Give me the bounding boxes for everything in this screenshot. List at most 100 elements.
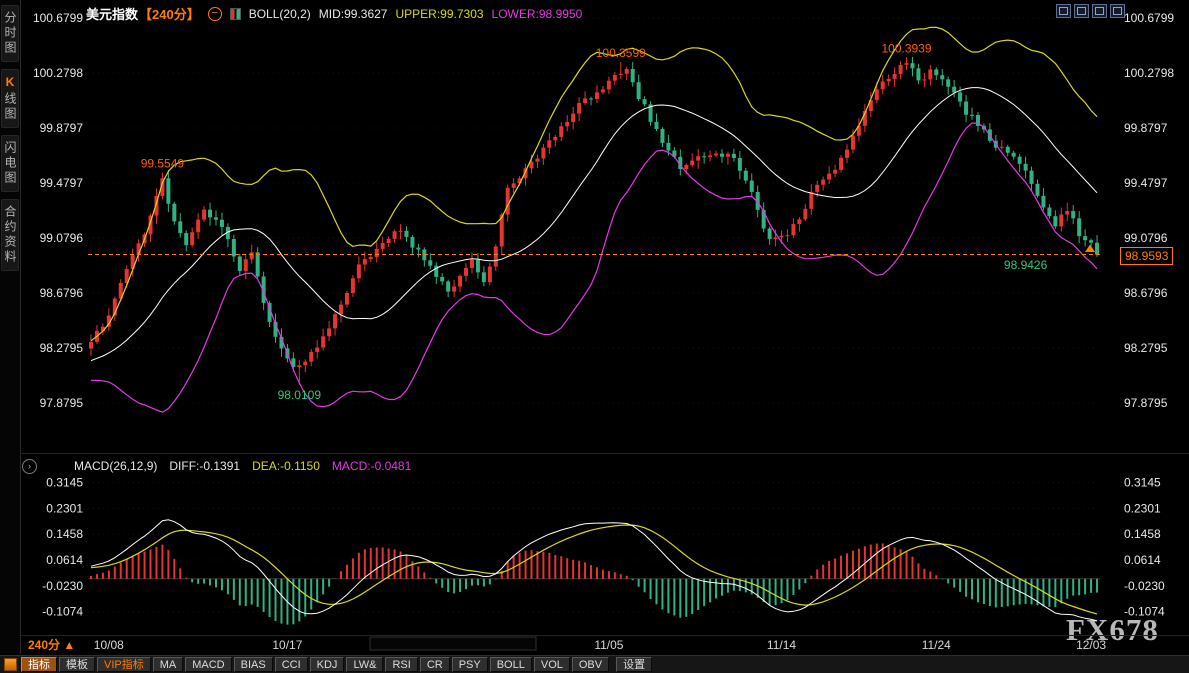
last-price-badge: 98.9593 bbox=[1120, 247, 1174, 265]
price-axis-label-right: 99.4797 bbox=[1124, 176, 1168, 190]
toolbar-rsi-button[interactable]: RSI bbox=[385, 657, 418, 672]
price-axis-label-left: 99.0796 bbox=[40, 231, 84, 245]
macd-macd-label: MACD:-0.0481 bbox=[331, 459, 412, 473]
macd-axis-label-right: 0.3145 bbox=[1124, 476, 1161, 490]
toolbar-bias-button[interactable]: BIAS bbox=[233, 657, 273, 672]
macd-axis-label-right: 0.1458 bbox=[1124, 527, 1161, 541]
time-tick-label: 10/17 bbox=[272, 638, 302, 652]
price-axis-label-right: 98.2795 bbox=[1124, 341, 1168, 355]
diff-line bbox=[90, 519, 1098, 622]
macd-grid: 0.3145 0.3145 0.2301 0.2301 0.1458 0.1458 0.06… bbox=[42, 476, 1165, 619]
price-axis-label-right: 100.6799 bbox=[1124, 11, 1174, 25]
price-annotation: 100.3599 bbox=[596, 46, 646, 60]
indicator-grid-icon[interactable] bbox=[4, 658, 17, 671]
window-layout-icon-1[interactable] bbox=[1056, 4, 1071, 18]
sidebar-item-label: 合约资料 bbox=[3, 205, 17, 265]
period-label: 【240分】 bbox=[139, 7, 200, 22]
boll-lower-line bbox=[90, 122, 1098, 413]
indicator-cycle-button[interactable]: › bbox=[22, 459, 37, 474]
toolbar-tab-template[interactable]: 模板 bbox=[59, 657, 95, 672]
time-tick-label: 11/14 bbox=[767, 638, 796, 652]
toolbar-tab-indicator[interactable]: 指标 bbox=[21, 657, 57, 672]
boll-params-label: BOLL(20,2) bbox=[248, 6, 311, 21]
price-grid: 100.6799 100.6799 100.2798 100.2798 99.8797 9… bbox=[33, 11, 1174, 410]
toolbar-vip-indicator-button[interactable]: VIP指标 bbox=[97, 657, 151, 672]
toolbar-lwr-button[interactable]: LW& bbox=[346, 657, 384, 672]
price-axis-label-left: 98.2795 bbox=[40, 341, 84, 355]
price-axis-label-left: 97.8795 bbox=[40, 396, 84, 410]
toolbar-obv-button[interactable]: OBV bbox=[571, 657, 610, 672]
price-axis-label-right: 99.8797 bbox=[1124, 121, 1168, 135]
toolbar-macd-button[interactable]: MACD bbox=[185, 657, 232, 672]
macd-axis-label-right: 0.0614 bbox=[1124, 553, 1161, 567]
price-axis-label-right: 99.0796 bbox=[1124, 231, 1168, 245]
price-axis-label-left: 100.2798 bbox=[33, 66, 83, 80]
bottom-toolbar: 指标 模板 VIP指标 MA MACD BIAS CCI KDJ LW& RSI… bbox=[0, 655, 1189, 673]
macd-dea-label: DEA:-0.1150 bbox=[252, 459, 320, 473]
sidebar-item-timeline-chart[interactable]: 分时图 bbox=[1, 5, 19, 62]
price-axis-label-left: 98.6796 bbox=[40, 286, 84, 300]
timeframe-label[interactable]: 240分 ▲ bbox=[28, 637, 75, 652]
chart-header: 美元指数 【240分】 − BOLL(20,2) MID:99.3627 UPP… bbox=[86, 4, 582, 23]
macd-plot bbox=[88, 519, 1100, 625]
price-annotation: 99.5549 bbox=[141, 157, 185, 171]
toolbar-vol-button[interactable]: VOL bbox=[533, 657, 570, 672]
macd-diff-label: DIFF:-0.1391 bbox=[169, 459, 241, 473]
price-plot bbox=[88, 26, 1100, 413]
macd-axis-label-left: 0.1458 bbox=[46, 527, 83, 541]
last-price-marker-icon bbox=[1085, 244, 1095, 252]
sidebar-item-label: 分时图 bbox=[3, 11, 17, 56]
sidebar-item-accent: K bbox=[3, 75, 17, 92]
scrollbar-thumb[interactable] bbox=[369, 636, 537, 651]
left-sidebar: 分时图 K线图 闪电图 合约资料 bbox=[0, 0, 20, 673]
window-layout-icon-3[interactable] bbox=[1092, 4, 1107, 18]
dea-line bbox=[90, 524, 1098, 615]
sidebar-item-kline-chart[interactable]: K线图 bbox=[1, 69, 19, 128]
zoom-out-icon[interactable]: − bbox=[207, 6, 222, 21]
time-tick-label: 10/08 bbox=[94, 638, 124, 652]
time-tick-label: 11/24 bbox=[922, 638, 951, 652]
time-axis: 240分 ▲ 10/08 10/17 11/05 11/14 11/24 12/03 bbox=[28, 636, 1106, 652]
sidebar-item-lightning-chart[interactable]: 闪电图 bbox=[1, 135, 19, 192]
macd-axis-label-left: 0.3145 bbox=[46, 476, 83, 490]
macd-axis-label-left: -0.1074 bbox=[42, 605, 83, 619]
macd-histogram bbox=[89, 543, 1099, 625]
boll-upper-label: UPPER:99.7303 bbox=[395, 6, 484, 21]
toolbar-cr-button[interactable]: CR bbox=[419, 657, 450, 672]
toolbar-kdj-button[interactable]: KDJ bbox=[309, 657, 345, 672]
boll-lower-label: LOWER:98.9950 bbox=[491, 6, 583, 21]
price-axis-label-left: 99.8797 bbox=[40, 121, 84, 135]
toolbar-cci-button[interactable]: CCI bbox=[274, 657, 308, 672]
price-axis-label-right: 98.6796 bbox=[1124, 286, 1168, 300]
indicator-icon bbox=[229, 7, 241, 20]
macd-axis-label-left: -0.0230 bbox=[42, 579, 83, 593]
macd-axis-label-right: -0.0230 bbox=[1124, 579, 1165, 593]
macd-axis-label-left: 0.2301 bbox=[46, 501, 83, 515]
window-controls bbox=[1056, 4, 1125, 18]
boll-mid-label: MID:99.3627 bbox=[318, 6, 388, 21]
time-tick-label: 11/05 bbox=[594, 638, 623, 652]
macd-params-label: MACD(26,12,9) bbox=[74, 459, 158, 473]
time-tick-label: 12/03 bbox=[1076, 638, 1106, 652]
macd-header: MACD(26,12,9) DIFF:-0.1391 DEA:-0.1150 M… bbox=[74, 459, 411, 473]
price-axis-label-left: 100.6799 bbox=[33, 11, 83, 25]
price-annotation: 98.0109 bbox=[278, 388, 322, 402]
price-annotation: 100.3939 bbox=[881, 41, 931, 55]
toolbar-settings-button[interactable]: 设置 bbox=[616, 657, 653, 672]
macd-axis-label-left: 0.0614 bbox=[46, 553, 83, 567]
macd-axis-label-right: -0.1074 bbox=[1124, 605, 1165, 619]
sidebar-item-label: 闪电图 bbox=[3, 141, 17, 186]
chart-canvas[interactable]: 100.6799 100.6799 100.2798 100.2798 99.8797 9… bbox=[0, 0, 1189, 654]
symbol-title: 美元指数 bbox=[86, 7, 139, 22]
sidebar-item-contract-info[interactable]: 合约资料 bbox=[1, 199, 19, 271]
toolbar-psy-button[interactable]: PSY bbox=[451, 657, 488, 672]
price-axis-label-left: 99.4797 bbox=[40, 176, 84, 190]
window-layout-icon-2[interactable] bbox=[1074, 4, 1089, 18]
price-annotation: 98.9426 bbox=[1004, 258, 1048, 272]
window-layout-icon-4[interactable] bbox=[1110, 4, 1125, 18]
price-axis-label-right: 97.8795 bbox=[1124, 396, 1168, 410]
toolbar-ma-button[interactable]: MA bbox=[152, 657, 184, 672]
toolbar-boll-button[interactable]: BOLL bbox=[489, 657, 532, 672]
boll-mid-line bbox=[90, 87, 1098, 362]
